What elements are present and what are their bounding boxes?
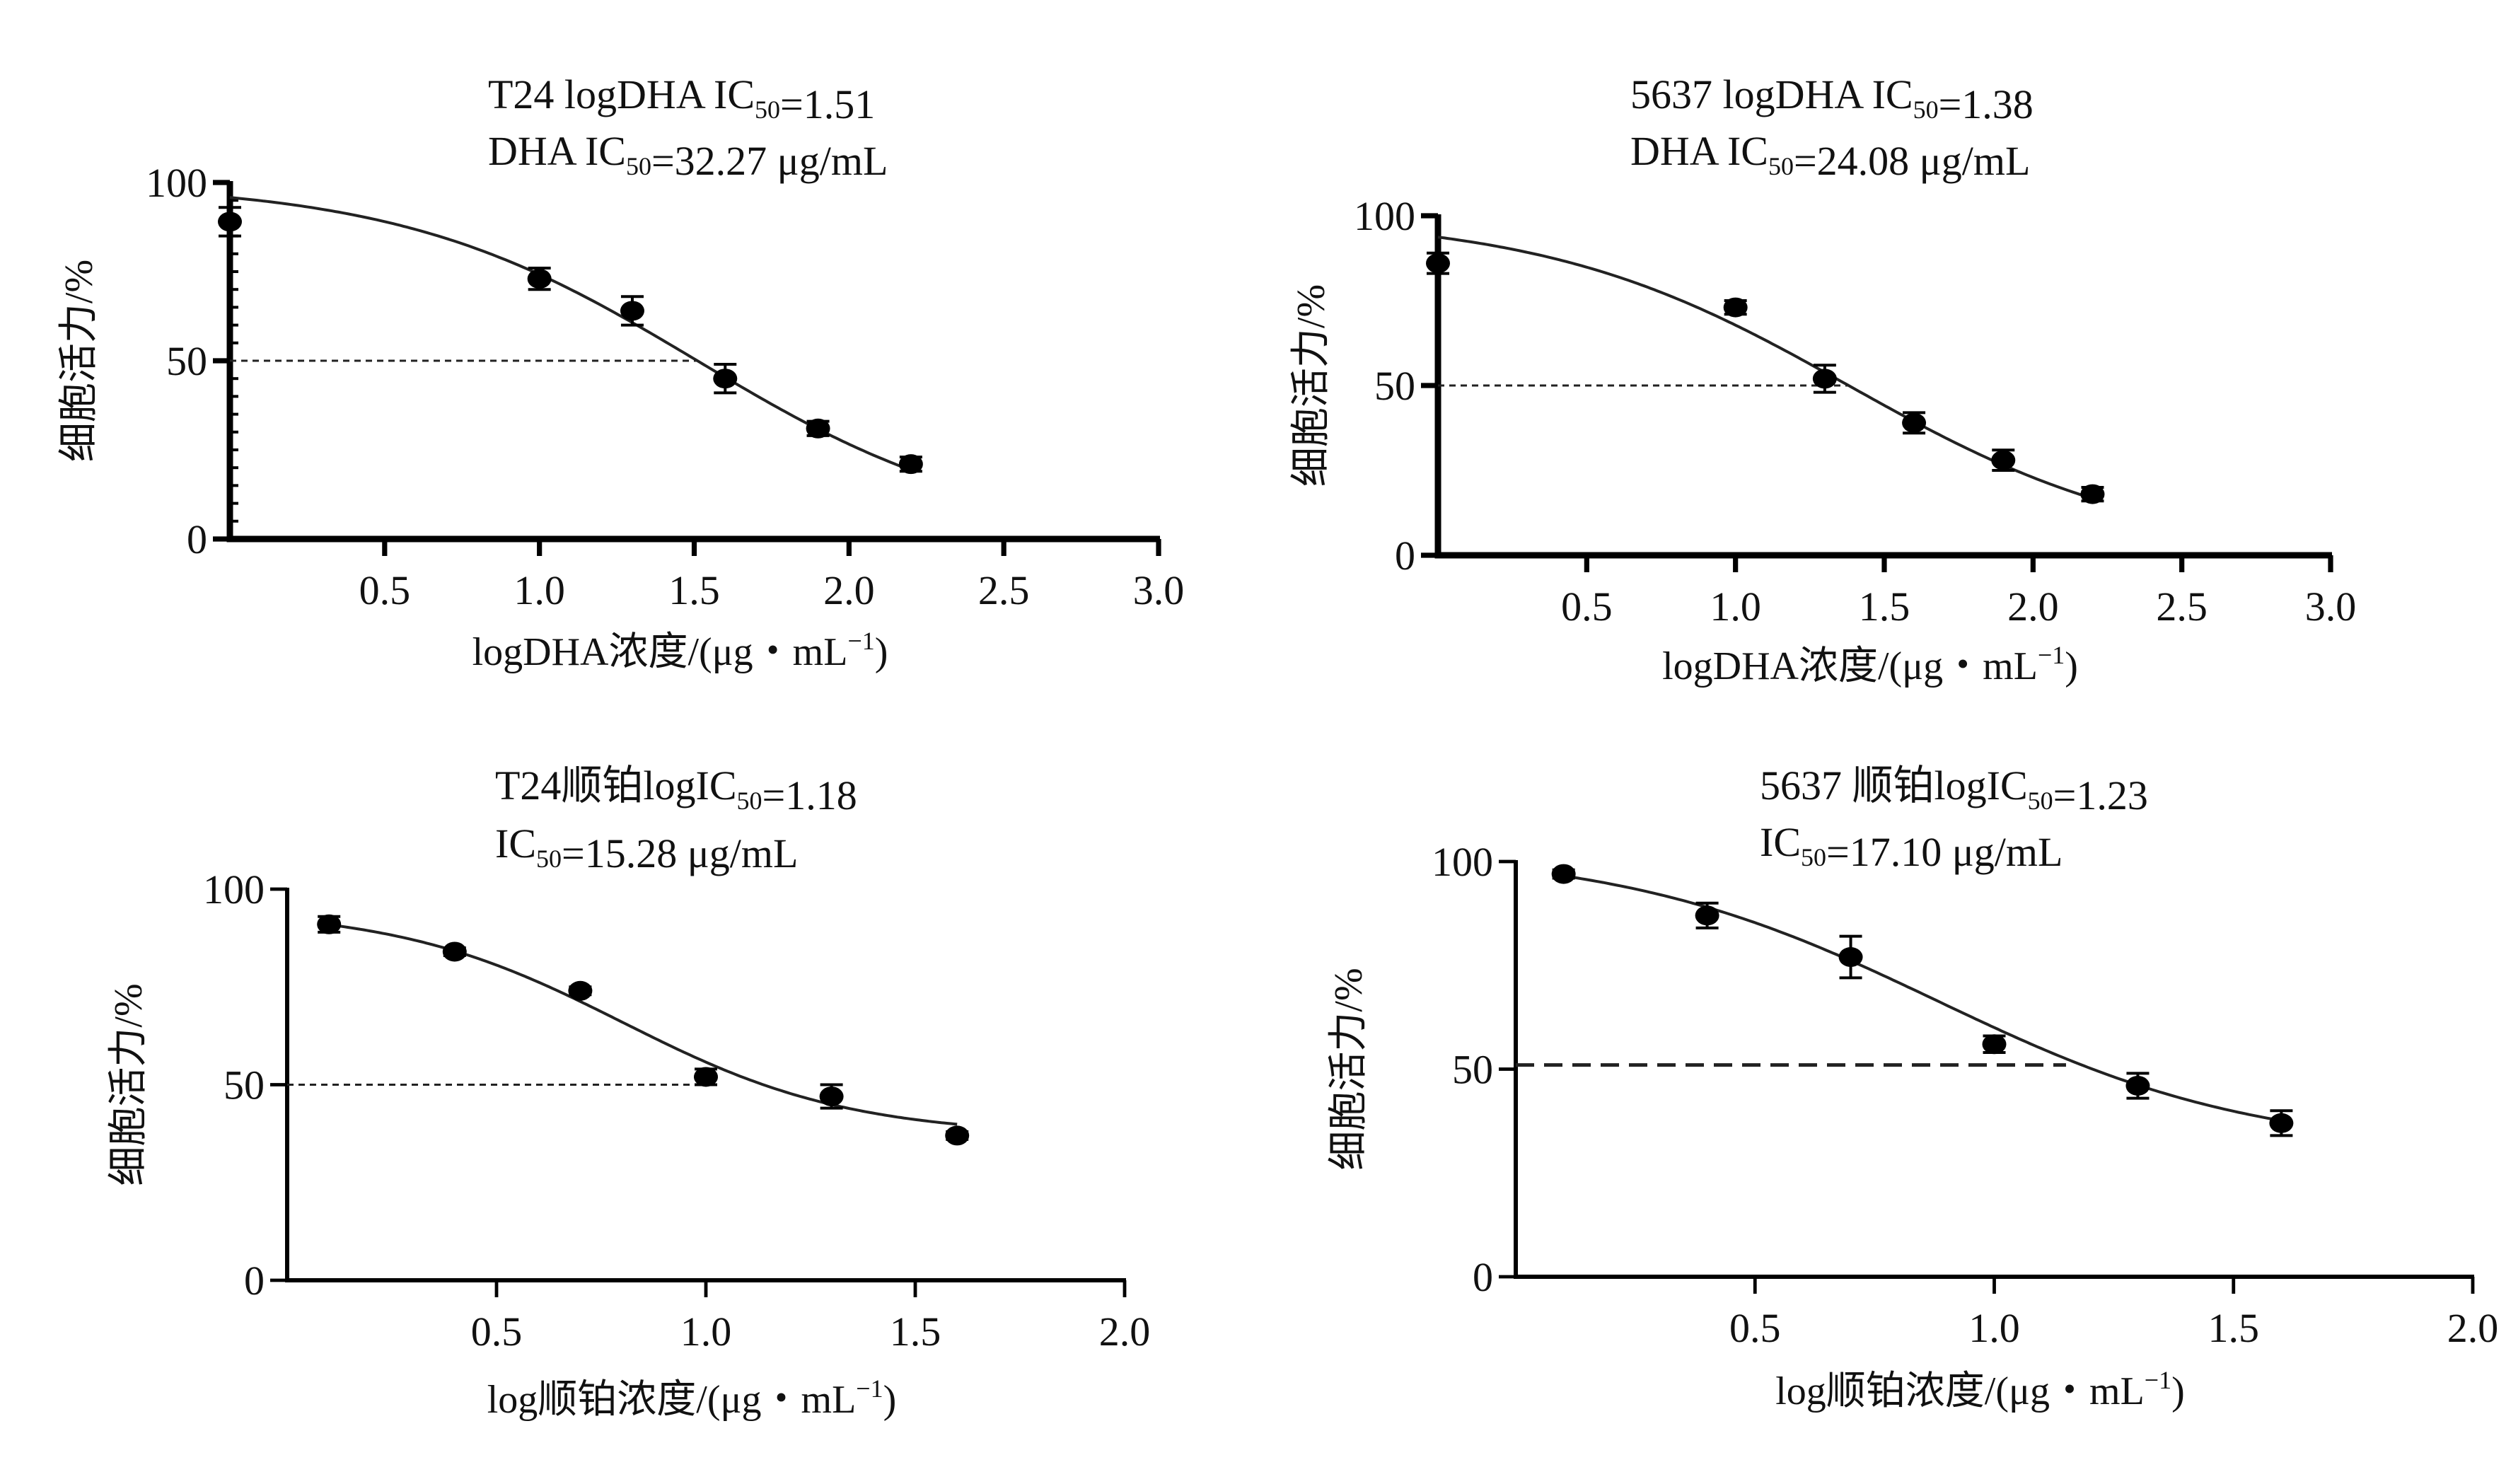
- x-tick-label: 3.0: [2305, 584, 2357, 630]
- data-point: [945, 1125, 970, 1146]
- data-point: [568, 980, 593, 1001]
- data-point: [806, 418, 830, 439]
- chart-title-line-1: T24 logDHA IC50=1.51: [488, 71, 875, 127]
- x-tick-label: 0.5: [359, 567, 411, 613]
- x-tick-label: 0.5: [471, 1309, 523, 1355]
- data-point: [1812, 369, 1837, 389]
- fit-curve: [1437, 236, 2094, 500]
- chart-title-line-1: 5637 logDHA IC50=1.38: [1630, 71, 2034, 127]
- data-point: [1723, 297, 1748, 318]
- x-tick-label: 1.5: [890, 1309, 941, 1355]
- x-tick-label: 2.5: [2156, 584, 2208, 630]
- x-tick-label: 2.0: [2447, 1305, 2499, 1351]
- data-point: [2080, 484, 2105, 504]
- data-point: [694, 1067, 718, 1087]
- data-point: [1902, 412, 1927, 433]
- y-axis-title: 细胞活力/%: [107, 983, 151, 1186]
- y-tick-label: 50: [166, 338, 207, 384]
- data-point: [218, 211, 242, 232]
- y-tick-label: 50: [1452, 1047, 1493, 1093]
- y-tick-label: 0: [1473, 1254, 1493, 1300]
- x-tick-label: 0.5: [1561, 584, 1613, 630]
- fit-curve: [1563, 874, 2282, 1123]
- data-point: [317, 914, 342, 934]
- x-tick-label: 1.5: [1859, 584, 1910, 630]
- data-point: [898, 454, 923, 475]
- data-point: [442, 941, 467, 962]
- chart-title-line-2: DHA IC50=32.27 μg/mL: [488, 128, 888, 184]
- x-tick-label: 0.5: [1729, 1305, 1781, 1351]
- y-tick-label: 100: [1432, 839, 1493, 885]
- y-axis-title: 细胞活力/%: [57, 260, 101, 462]
- y-tick-label: 100: [1354, 193, 1415, 239]
- fit-curve: [229, 196, 912, 472]
- chart-title-line-2: IC50=17.10 μg/mL: [1760, 819, 2063, 875]
- x-tick-label: 1.5: [2208, 1305, 2260, 1351]
- y-tick-label: 50: [1374, 363, 1415, 409]
- x-axis-title: log顺铂浓度/(μg・mL−1): [487, 1374, 897, 1422]
- y-tick-label: 100: [146, 160, 207, 206]
- y-tick-label: 0: [244, 1258, 265, 1304]
- x-tick-label: 2.0: [2007, 584, 2059, 630]
- x-tick-label: 1.0: [1968, 1305, 2020, 1351]
- x-axis-title: log顺铂浓度/(μg・mL−1): [1775, 1366, 2185, 1413]
- x-tick-label: 1.0: [514, 567, 565, 613]
- data-point: [2269, 1113, 2294, 1133]
- data-point: [527, 269, 552, 289]
- chart-title-line-2: DHA IC50=24.08 μg/mL: [1630, 128, 2030, 184]
- x-axis-title: logDHA浓度/(μg・mL−1): [1662, 641, 2078, 688]
- data-point: [620, 301, 644, 321]
- data-point: [1551, 864, 1576, 884]
- data-point: [1838, 947, 1863, 968]
- x-axis-title: logDHA浓度/(μg・mL−1): [472, 627, 888, 674]
- data-point: [819, 1086, 844, 1107]
- data-point: [1982, 1034, 2007, 1055]
- y-tick-label: 0: [1395, 533, 1415, 579]
- x-tick-label: 2.0: [1099, 1309, 1151, 1355]
- y-tick-label: 100: [203, 866, 265, 912]
- data-point: [1426, 253, 1450, 274]
- chart-title-line-1: 5637 顺铂logIC50=1.23: [1760, 763, 2148, 818]
- y-tick-label: 50: [224, 1062, 265, 1108]
- fit-curve: [328, 923, 958, 1126]
- x-tick-label: 2.0: [823, 567, 875, 613]
- chart-title-line-1: T24顺铂logIC50=1.18: [495, 763, 857, 818]
- x-tick-label: 3.0: [1133, 567, 1185, 613]
- x-tick-label: 2.5: [978, 567, 1030, 613]
- y-axis-title: 细胞活力/%: [1289, 284, 1333, 487]
- y-axis-title: 细胞活力/%: [1327, 968, 1371, 1170]
- data-point: [1991, 450, 2016, 470]
- y-tick-label: 0: [187, 516, 207, 562]
- data-point: [2125, 1075, 2150, 1096]
- data-point: [713, 369, 738, 389]
- chart-title-line-2: IC50=15.28 μg/mL: [495, 821, 798, 876]
- data-point: [1695, 905, 1719, 926]
- x-tick-label: 1.0: [1710, 584, 1761, 630]
- x-tick-label: 1.0: [680, 1309, 732, 1355]
- x-tick-label: 1.5: [668, 567, 720, 613]
